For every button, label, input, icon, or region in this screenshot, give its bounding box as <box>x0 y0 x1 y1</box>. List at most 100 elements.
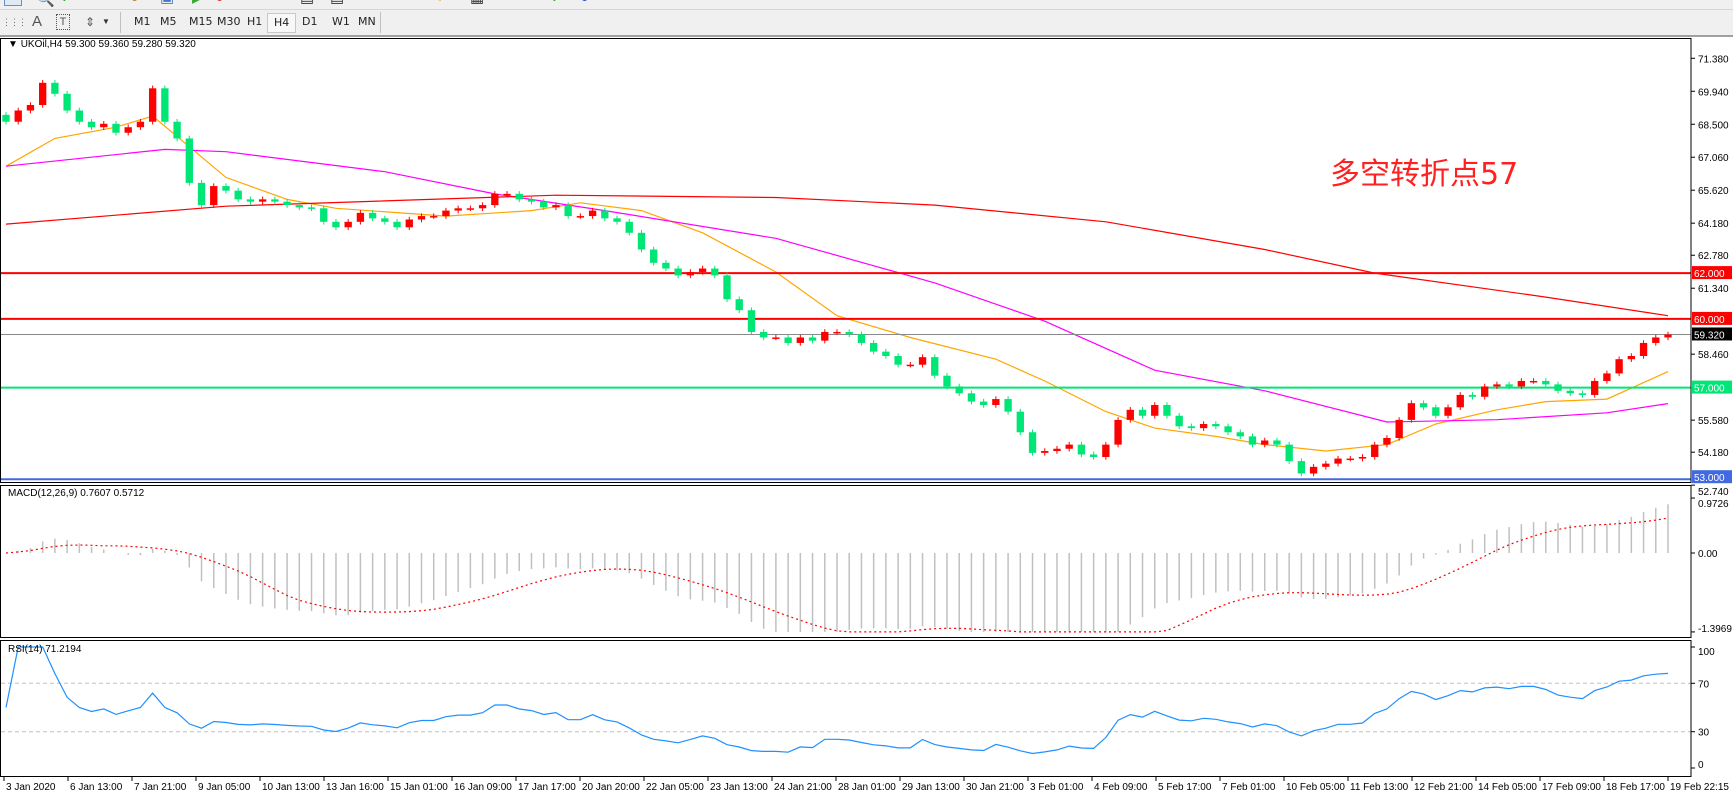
candle-body <box>295 205 303 208</box>
candle-body <box>1041 451 1049 453</box>
candle-body <box>491 193 499 206</box>
timeframe-m1[interactable]: M1 <box>134 15 151 28</box>
candle <box>1615 356 1623 377</box>
candle-body <box>1126 409 1134 420</box>
candle-body <box>772 337 780 339</box>
timeframe-m15[interactable]: M15 <box>189 15 213 28</box>
collapse-icon[interactable]: ▼ <box>8 39 21 50</box>
candle-body <box>735 299 743 311</box>
candle-body <box>393 221 401 228</box>
candle-body <box>1273 440 1281 445</box>
candle-body <box>1371 444 1379 457</box>
dropdown-icon[interactable]: ▼ <box>102 17 110 26</box>
candle-body <box>1199 424 1208 429</box>
timeframe-m5[interactable]: M5 <box>160 15 177 28</box>
candle-body <box>1407 403 1416 420</box>
candle <box>307 204 316 212</box>
zoom-icon[interactable]: 🔍 <box>36 0 55 10</box>
toolbar-top: 🔍 + ● ▣ ▶ ● ▤ ▤ ✎ ▦ + ● <box>0 0 1733 10</box>
candle-body <box>2 114 10 122</box>
candle-body <box>723 275 731 300</box>
candle <box>637 230 646 253</box>
candle-body <box>1285 444 1293 462</box>
template-icon[interactable]: ▦ <box>470 0 484 8</box>
candle-body <box>430 216 438 218</box>
timeframe-w1[interactable]: W1 <box>332 15 350 28</box>
price-panel-frame <box>0 38 1692 483</box>
candle <box>1407 400 1416 423</box>
stop-icon[interactable]: ● <box>215 0 224 8</box>
candle-body <box>979 401 988 406</box>
text-icon[interactable]: A <box>31 13 42 30</box>
candle <box>882 348 890 359</box>
candle <box>698 265 707 275</box>
window-icon[interactable]: ▣ <box>160 0 174 8</box>
candle <box>1163 402 1171 419</box>
candle-body <box>869 342 878 352</box>
new-chart-icon[interactable] <box>4 0 22 6</box>
candle-body <box>478 205 487 209</box>
candle-body <box>1432 407 1440 416</box>
candle-body <box>1481 386 1489 397</box>
timeframe-m30[interactable]: M30 <box>217 15 241 28</box>
price-tick-label: 61.340 <box>1698 284 1729 295</box>
time-tick-label: 6 Jan 13:00 <box>70 782 123 793</box>
chart-background <box>0 37 1733 796</box>
price-tick-label: 62.780 <box>1698 251 1729 262</box>
candle <box>1089 451 1098 460</box>
candle-body <box>918 357 927 365</box>
candle <box>894 353 902 368</box>
text-label-icon[interactable]: T <box>56 14 70 30</box>
candle <box>1566 388 1574 397</box>
candle <box>51 80 59 97</box>
timeframe-h1[interactable]: H1 <box>247 15 263 28</box>
price-panel <box>1 80 1691 481</box>
timeframe-mn[interactable]: MN <box>358 15 376 28</box>
candle <box>1175 413 1183 430</box>
candle <box>540 198 548 211</box>
pencil-icon[interactable]: ✎ <box>430 0 443 8</box>
time-tick-label: 23 Jan 13:00 <box>710 782 768 793</box>
expert-icon[interactable]: ● <box>130 0 139 8</box>
candle-body <box>1615 359 1623 374</box>
candle-body <box>1444 407 1452 416</box>
candle-body <box>1652 337 1660 343</box>
candle-body <box>552 205 560 208</box>
play-icon[interactable]: ▶ <box>192 0 204 8</box>
arrows-icon[interactable]: ⇕ <box>84 15 96 29</box>
chart-window[interactable]: 71.380 69.940 68.500 67.060 65.620 64.180 62.7… <box>0 37 1733 796</box>
candle <box>992 396 1000 408</box>
add-indicator-icon[interactable]: + <box>550 0 559 8</box>
candle-body <box>613 218 621 222</box>
candle-body <box>1358 456 1367 459</box>
candle-body <box>894 356 902 365</box>
rsi-tick-label: 100 <box>1698 647 1715 658</box>
candle-body <box>1077 444 1086 455</box>
time-tick-label: 10 Jan 13:00 <box>262 782 320 793</box>
candle-body <box>796 337 805 343</box>
time-tick-label: 15 Jan 01:00 <box>390 782 448 793</box>
globe-icon[interactable]: ● <box>580 0 589 8</box>
candle-body <box>1163 405 1171 416</box>
time-tick-label: 14 Feb 05:00 <box>1478 782 1537 793</box>
annotation-text[interactable]: 多空转折点57 <box>1330 157 1518 192</box>
candle-body <box>1578 393 1587 395</box>
candle <box>1114 417 1122 448</box>
chart-candle-icon[interactable]: ▤ <box>330 0 344 8</box>
time-tick-label: 10 Feb 05:00 <box>1286 782 1345 793</box>
candle-body <box>1297 461 1306 474</box>
candle-body <box>148 88 157 122</box>
grid-icon[interactable]: ⋮⋮⋮ <box>2 17 27 27</box>
price-tick-label: 52.740 <box>1698 487 1729 498</box>
timeframe-h4[interactable]: H4 <box>267 13 297 33</box>
candle <box>344 219 352 231</box>
candle-body <box>1456 394 1464 408</box>
candle-body <box>100 123 108 128</box>
candle-body <box>26 105 35 111</box>
timeframe-d1[interactable]: D1 <box>302 15 318 28</box>
price-tick-label: 65.620 <box>1698 186 1729 197</box>
chart-bar-icon[interactable]: ▤ <box>300 0 314 8</box>
candle <box>1542 378 1550 388</box>
add-icon[interactable]: + <box>60 0 69 8</box>
rsi-line <box>5 646 1669 755</box>
